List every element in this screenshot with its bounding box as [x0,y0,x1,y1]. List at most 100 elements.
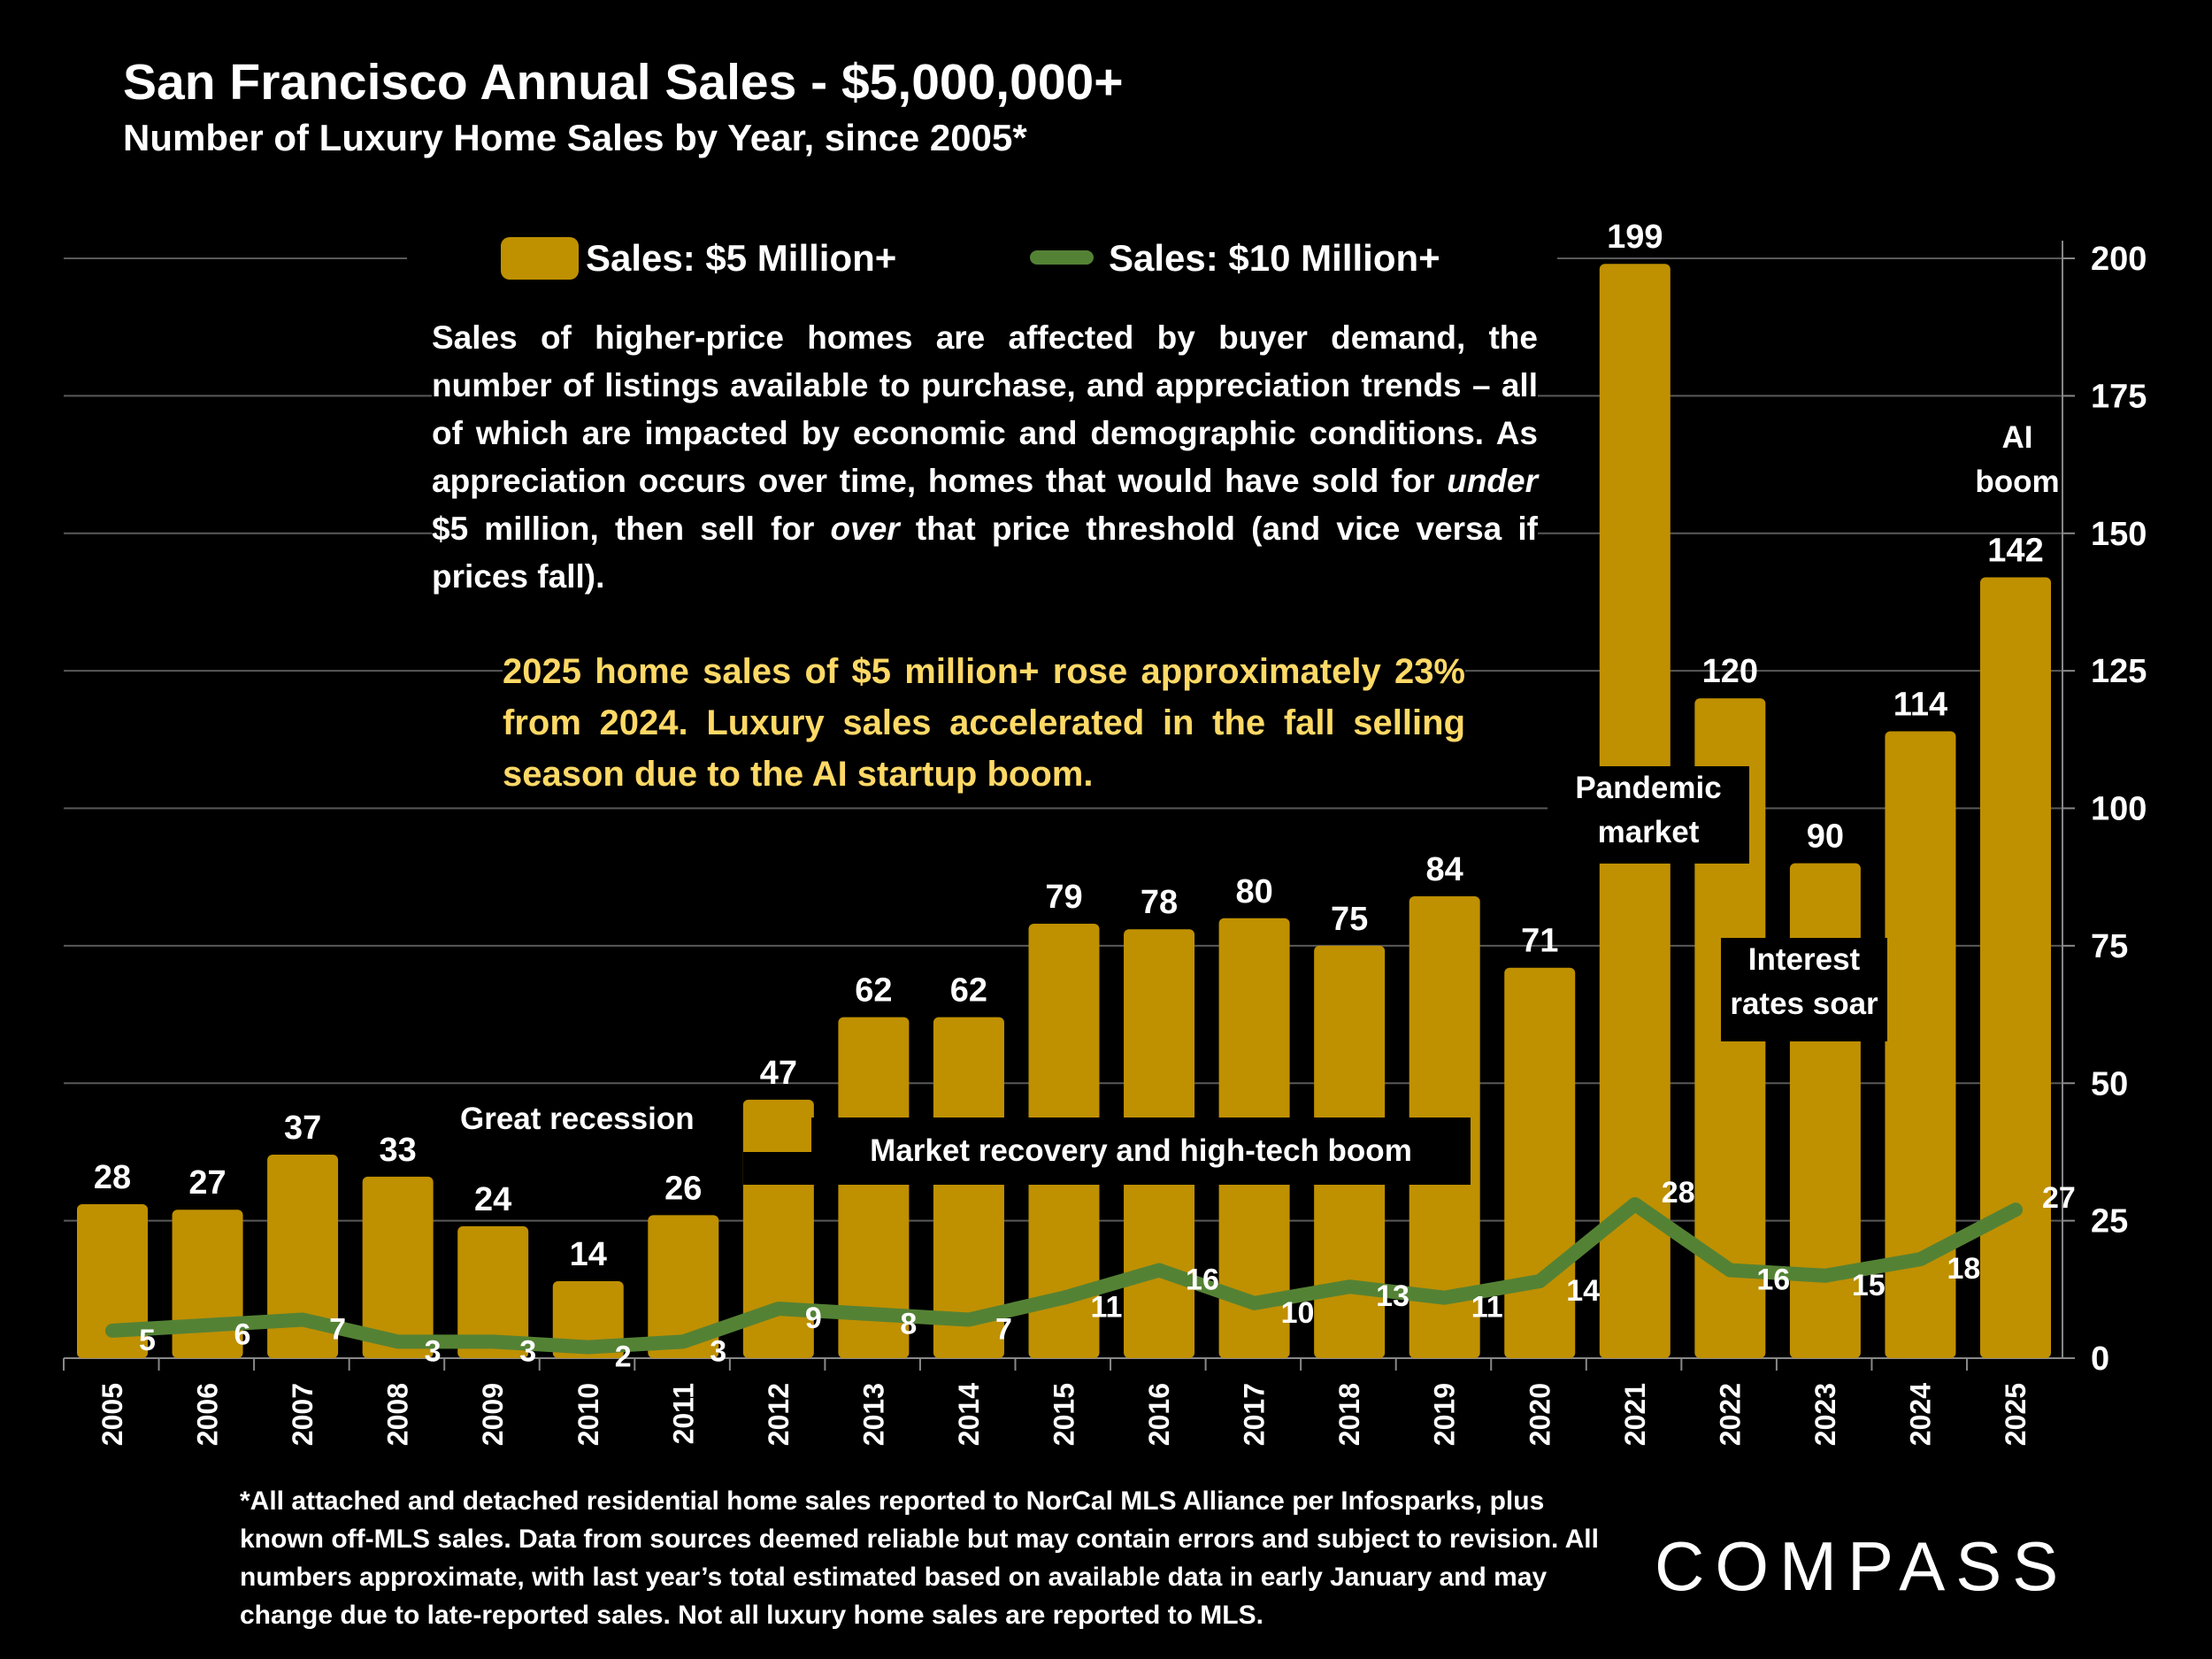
x-tick-label-2018: 2018 [1333,1383,1365,1446]
line-label-2022: 16 [1756,1263,1790,1297]
line-label-2015: 11 [1091,1291,1123,1325]
y-tick-label: 100 [2091,791,2147,828]
bar-2024 [1885,731,1956,1358]
x-tick-label-2025: 2025 [2000,1383,2032,1446]
y-tick-label: 175 [2091,378,2147,415]
bar-label-2008: 33 [380,1132,417,1169]
bar-2005 [77,1203,148,1358]
line-label-2025: 27 [2042,1181,2076,1215]
line-label-2021: 28 [1662,1176,1695,1210]
line-label-2019: 11 [1471,1291,1503,1325]
line-label-2023: 15 [1852,1269,1886,1302]
line-label-2010: 2 [615,1340,632,1374]
footnote: *All attached and detached residential h… [240,1486,1599,1630]
line-label-2018: 13 [1376,1279,1409,1313]
bar-label-2022: 120 [1702,653,1758,690]
bar-label-2023: 90 [1807,818,1844,856]
bar-label-2018: 75 [1331,901,1368,938]
x-tick-label-2021: 2021 [1619,1383,1651,1446]
x-tick-label-2009: 2009 [477,1383,509,1446]
x-tick-label-2014: 2014 [953,1383,985,1446]
line-label-2016: 16 [1186,1263,1219,1297]
highlight-text: 2025 home sales of $5 million+ rose appr… [503,646,1465,800]
bar-label-2005: 28 [94,1159,131,1196]
annotation-notch [743,1152,814,1185]
bar-label-2011: 26 [664,1170,702,1207]
bar-2025 [1980,577,2051,1358]
bar-label-2010: 14 [570,1236,607,1273]
x-tick-label-2023: 2023 [1809,1383,1841,1446]
y-tick-label: 125 [2091,653,2147,690]
annotation-great-recession: Great recession [460,1102,695,1136]
legend-background [407,226,1557,292]
y-tick-label: 25 [2091,1203,2128,1240]
bar-label-2016: 78 [1141,884,1178,921]
x-tick-label-2013: 2013 [857,1383,889,1446]
y-tick-label: 50 [2091,1065,2128,1102]
x-tick-label-2005: 2005 [96,1383,128,1446]
x-tick-label-2008: 2008 [382,1383,414,1446]
line-label-2007: 7 [329,1312,346,1346]
annotation-pandemic: Pandemic market [1548,766,1749,864]
bar-label-2012: 47 [760,1055,797,1092]
bar-2009 [457,1225,529,1358]
annotation-market-recovery: Market recovery and high-tech boom [811,1118,1471,1185]
y-tick-label: 150 [2091,516,2147,553]
description-text: Sales of higher-price homes are affected… [432,314,1538,601]
bar-label-2019: 84 [1426,851,1463,888]
bar-label-2006: 27 [188,1164,226,1202]
y-tick-label: 200 [2091,241,2147,278]
x-tick-label-2007: 2007 [287,1383,319,1446]
bar-2013 [838,1017,910,1358]
bar-label-2025: 142 [1987,532,2043,569]
chart-title: San Francisco Annual Sales - $5,000,000+ [123,54,1124,111]
bar-label-2013: 62 [855,972,892,1010]
x-tick-label-2006: 2006 [192,1383,224,1446]
bar-label-2015: 79 [1045,879,1082,916]
bar-2008 [362,1176,434,1358]
line-label-2011: 3 [710,1334,726,1368]
bar-label-2017: 80 [1235,873,1272,910]
x-tick-label-2024: 2024 [1904,1383,1936,1446]
line-label-2013: 8 [900,1307,917,1340]
bar-2007 [267,1155,339,1358]
bar-label-2009: 24 [474,1181,511,1218]
bar-label-2021: 199 [1607,219,1663,256]
line-label-2008: 3 [425,1334,442,1368]
x-tick-label-2020: 2020 [1524,1383,1555,1446]
x-tick-label-2010: 2010 [572,1383,604,1446]
line-label-2012: 9 [805,1302,822,1335]
bar-label-2007: 37 [284,1110,321,1147]
x-tick-label-2011: 2011 [667,1383,699,1444]
x-tick-label-2012: 2012 [763,1383,795,1446]
line-series [105,1196,2023,1355]
annotation-ai-boom: AI boom [1975,420,2060,499]
x-tick-label-2016: 2016 [1143,1383,1175,1446]
legend-label-bar: Sales: $5 Million+ [586,237,896,279]
legend-swatch-bar [501,237,579,280]
line-label-2024: 18 [1947,1252,1980,1286]
annotation-interest-rates: Interest rates soar [1721,938,1887,1041]
x-tick-label-2017: 2017 [1239,1383,1271,1446]
compass-logo: COMPASS [1655,1527,2070,1605]
bar-label-2014: 62 [950,972,987,1010]
x-tick-label-2022: 2022 [1714,1383,1746,1446]
bar-2011 [648,1215,719,1358]
bar-2006 [172,1210,243,1358]
line-label-2006: 6 [234,1318,251,1352]
line-label-2005: 5 [139,1324,156,1357]
y-tick-label: 0 [2091,1340,2109,1378]
bar-2020 [1504,967,1576,1358]
legend-label-line: Sales: $10 Million+ [1109,237,1440,279]
line-label-2009: 3 [519,1334,536,1368]
line-label-2017: 10 [1281,1296,1315,1330]
y-tick-label: 75 [2091,928,2128,965]
chart-subtitle: Number of Luxury Home Sales by Year, sin… [123,117,1027,158]
bar-label-2020: 71 [1521,923,1558,960]
line-label-2020: 14 [1566,1274,1600,1308]
bar-2014 [933,1017,1004,1358]
line-label-2014: 7 [995,1312,1012,1346]
x-tick-label-2019: 2019 [1429,1383,1461,1446]
x-tick-label-2015: 2015 [1048,1383,1080,1446]
